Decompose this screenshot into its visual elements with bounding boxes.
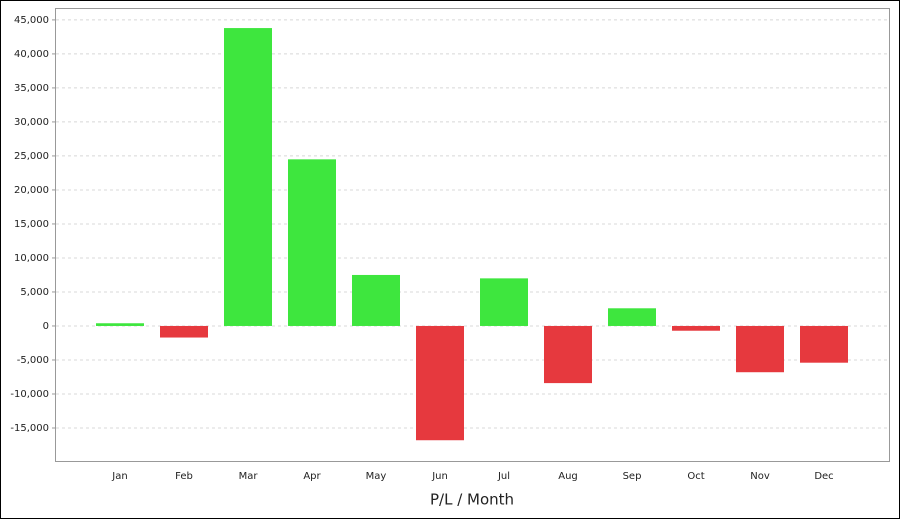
y-tick-label: 20,000: [14, 185, 49, 196]
x-tick-label: Feb: [175, 471, 193, 482]
y-tick-label: 40,000: [14, 49, 49, 60]
x-tick-label: Jul: [497, 471, 510, 482]
bar: [288, 159, 336, 326]
bar: [352, 274, 400, 326]
x-tick-label: Mar: [239, 471, 259, 482]
bar: [800, 325, 848, 363]
y-tick-label: 5,000: [20, 287, 49, 298]
y-tick-label: -5,000: [17, 355, 49, 366]
x-axis-label: P/L / Month: [430, 491, 514, 509]
bar: [672, 325, 720, 331]
x-tick-label: Jun: [431, 471, 448, 482]
y-tick-label: 25,000: [14, 151, 49, 162]
y-tick-label: -10,000: [10, 389, 49, 400]
x-tick-label: Jan: [111, 471, 127, 482]
x-tick-label: Dec: [814, 471, 833, 482]
bar: [416, 325, 464, 441]
y-tick-label: 30,000: [14, 117, 49, 128]
bar: [96, 323, 144, 326]
bar: [224, 28, 272, 326]
bar: [544, 325, 592, 384]
y-tick-label: 15,000: [14, 219, 49, 230]
x-tick-label: Oct: [687, 471, 704, 482]
y-tick-label: 35,000: [14, 83, 49, 94]
x-tick-label: May: [366, 471, 387, 482]
x-tick-label: Nov: [750, 471, 770, 482]
bar: [480, 278, 528, 326]
y-tick-label: 10,000: [14, 253, 49, 264]
x-tick-label: Aug: [558, 471, 578, 482]
y-tick-label: 0: [43, 321, 49, 332]
x-tick-label: Sep: [623, 471, 642, 482]
bar: [160, 325, 208, 338]
bar: [608, 308, 656, 326]
x-tick-label: Apr: [303, 471, 321, 482]
plot-area: [55, 8, 890, 462]
y-tick-label: 45,000: [14, 15, 49, 26]
bar: [736, 325, 784, 373]
y-tick-label: -15,000: [10, 423, 49, 434]
